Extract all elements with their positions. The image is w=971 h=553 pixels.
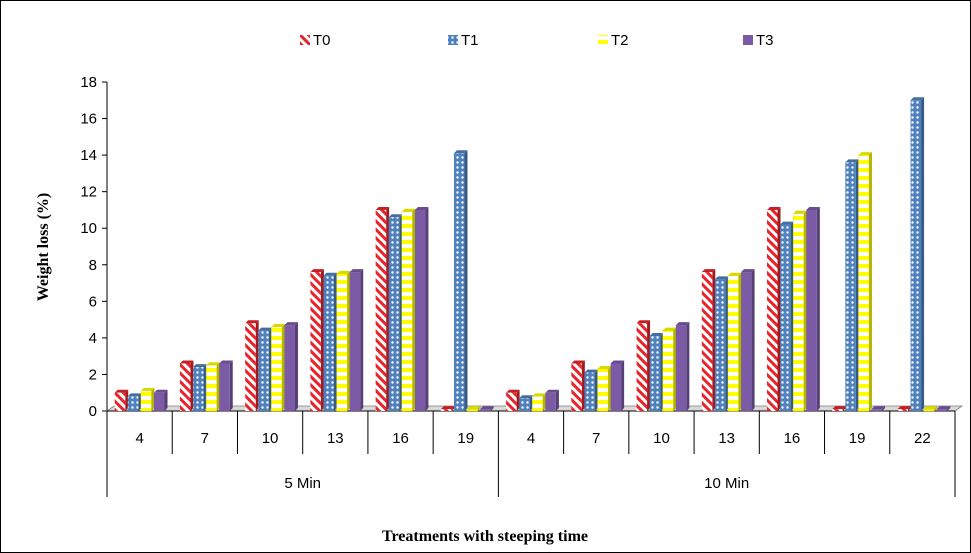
bar-t2 — [662, 327, 677, 412]
bar-t3 — [284, 322, 298, 411]
bar-t0 — [440, 406, 455, 411]
legend-label: T0 — [313, 32, 331, 49]
bar-t1 — [910, 97, 925, 412]
bar-t1 — [258, 327, 272, 411]
bar-t1 — [323, 272, 338, 411]
bar-t2 — [140, 387, 155, 412]
legend-swatch — [743, 35, 753, 45]
x-tick-label: 16 — [392, 430, 409, 447]
legend-item-t0: T0 — [300, 32, 331, 49]
bar-t3 — [741, 269, 755, 411]
legend-swatch — [598, 35, 608, 45]
bar-t2 — [858, 152, 872, 412]
x-tick-label: 10 — [262, 430, 279, 447]
bar-t1 — [649, 333, 664, 411]
bar-t2 — [205, 362, 220, 412]
bar-t0 — [832, 406, 846, 411]
y-tick-label: 10 — [80, 220, 97, 237]
bar-t0 — [245, 320, 259, 411]
bar-t1 — [388, 214, 403, 411]
legend-item-t3: T3 — [743, 32, 774, 49]
bar-t3 — [545, 389, 559, 411]
bar-t0 — [506, 389, 520, 411]
y-axis-title: Weight loss (%) — [35, 193, 52, 301]
bar-t2 — [271, 323, 285, 412]
bar-t3 — [610, 360, 625, 411]
legend-swatch — [448, 35, 458, 45]
bar-t1 — [453, 150, 468, 412]
y-tick-label: 8 — [89, 257, 97, 274]
bar-t2 — [401, 208, 416, 412]
bar-t3 — [675, 322, 690, 411]
x-tick-label: 4 — [527, 430, 535, 447]
y-tick-label: 14 — [80, 147, 97, 164]
bar-t0 — [701, 269, 716, 411]
bar-t2 — [597, 365, 612, 412]
bar-t0 — [767, 206, 781, 411]
bar-t1 — [714, 276, 729, 411]
bar-t3 — [414, 206, 429, 411]
bar-t2 — [336, 270, 351, 412]
bar-t1 — [780, 221, 794, 411]
bar-t2 — [793, 210, 807, 412]
bar-t1 — [845, 159, 859, 411]
legend-label: T2 — [611, 32, 629, 49]
x-tick-label: 13 — [718, 430, 735, 447]
y-tick-label: 4 — [89, 330, 97, 347]
bar-t3 — [480, 406, 494, 411]
bar-t2 — [532, 393, 546, 412]
x-tick-label: 19 — [457, 430, 474, 447]
bar-t3 — [936, 406, 951, 411]
y-tick-label: 12 — [80, 184, 97, 201]
x-tick-label: 4 — [135, 430, 143, 447]
bar-t1 — [584, 369, 598, 411]
bar-t0 — [179, 360, 194, 411]
bar-t2 — [466, 406, 481, 412]
x-tick-label: 7 — [201, 430, 209, 447]
y-tick-label: 0 — [89, 403, 97, 420]
bar-t0 — [636, 320, 651, 411]
x-tick-label: 16 — [784, 430, 801, 447]
y-tick-label: 16 — [80, 111, 97, 128]
bar-t1 — [127, 393, 142, 411]
bar-t0 — [375, 206, 390, 411]
bar-t3 — [154, 389, 168, 411]
x-tick-label: 7 — [592, 430, 600, 447]
y-tick-label: 18 — [80, 74, 97, 91]
bar-t2 — [923, 406, 938, 412]
bar-t0 — [310, 269, 324, 411]
x-axis-title: Treatments with steeping time — [382, 528, 588, 545]
x-tick-label: 19 — [849, 430, 866, 447]
bar-t1 — [519, 395, 533, 411]
x-tick-label: 13 — [327, 430, 344, 447]
x-tick-label: 22 — [914, 430, 931, 447]
legend-label: T1 — [461, 32, 479, 49]
y-tick-label: 6 — [89, 293, 97, 310]
bar-t0 — [571, 360, 585, 411]
bar-t3 — [871, 406, 886, 411]
x-group-label: 10 Min — [704, 475, 749, 492]
legend-item-t1: T1 — [448, 32, 479, 49]
bar-t3 — [806, 206, 820, 411]
bar-t0 — [897, 406, 911, 411]
legend-swatch — [300, 35, 310, 45]
bar-t3 — [219, 360, 233, 411]
x-tick-label: 10 — [653, 430, 670, 447]
legend-label: T3 — [756, 32, 774, 49]
y-tick-label: 2 — [89, 366, 97, 383]
bar-t1 — [193, 364, 207, 411]
legend-item-t2: T2 — [598, 32, 629, 49]
bar-t3 — [349, 269, 364, 411]
x-group-label: 5 Min — [284, 475, 321, 492]
bar-t0 — [114, 389, 129, 411]
bar-t2 — [727, 272, 742, 412]
